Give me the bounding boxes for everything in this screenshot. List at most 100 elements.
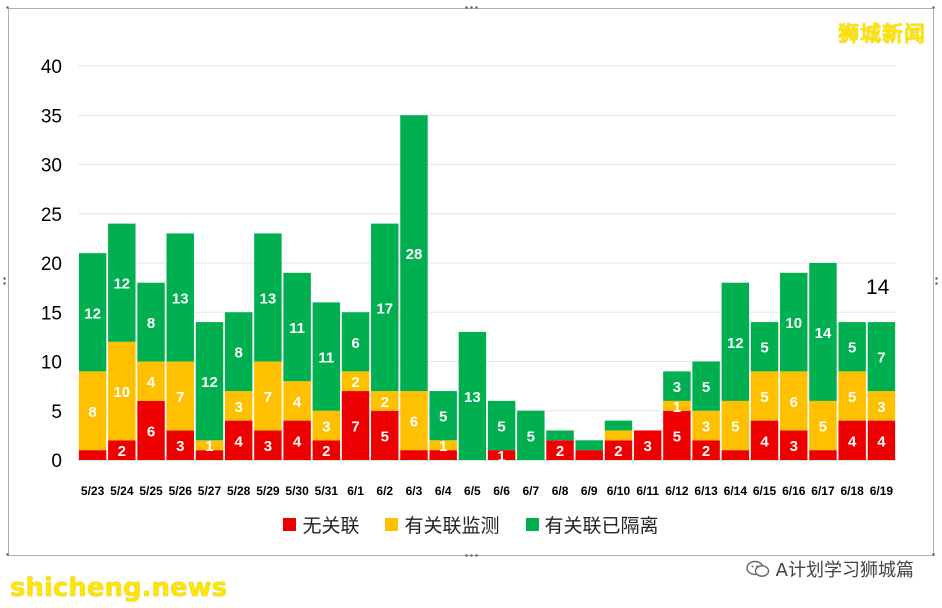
data-label-6/12-s3: 3 <box>673 379 681 396</box>
bar-6/14-s3 <box>721 282 750 401</box>
bar-5/25-s2 <box>137 361 165 401</box>
data-label-5/28-s2: 3 <box>235 399 243 416</box>
bar-6/8-s1 <box>546 440 574 460</box>
data-label-6/4-s2: 1 <box>439 438 447 455</box>
data-label-6/5-s3: 13 <box>464 389 481 406</box>
legend-swatch-s3 <box>525 518 539 531</box>
bar-6/6-s1 <box>487 450 516 460</box>
resize-handle-left[interactable] <box>2 276 7 286</box>
data-label-6/2-s1: 5 <box>381 428 389 445</box>
bar-6/16-s3 <box>780 272 808 372</box>
x-tick-label-6/11: 6/11 <box>636 484 659 498</box>
wechat-icon <box>745 560 769 577</box>
data-label-6/16-s3: 10 <box>785 315 802 332</box>
x-tick-label-6/14: 6/14 <box>724 484 748 498</box>
x-tick-label-6/15: 6/15 <box>753 484 777 498</box>
x-tick-label-6/7: 6/7 <box>522 484 539 498</box>
y-tick-label-5: 5 <box>51 402 62 423</box>
bar-6/10-s1 <box>604 440 633 460</box>
data-label-6/17-s2: 5 <box>819 419 827 436</box>
bar-6/12-s1 <box>663 410 691 460</box>
bar-5/30-s1 <box>283 420 311 460</box>
data-label-6/6-s3: 5 <box>497 419 505 436</box>
x-tick-label-6/4: 6/4 <box>435 484 452 498</box>
data-label-5/30-s3: 11 <box>289 320 305 337</box>
bar-6/18-s3 <box>838 322 866 372</box>
data-label-5/24-s2: 10 <box>113 384 130 401</box>
bar-6/16-s2 <box>780 371 808 431</box>
data-label-5/25-s2: 4 <box>147 374 156 391</box>
y-tick-label-35: 35 <box>41 106 62 127</box>
bar-6/3-s3 <box>400 115 428 392</box>
data-label-5/23-s3: 12 <box>84 305 101 322</box>
bar-6/6-s3 <box>487 400 516 451</box>
resize-handle-bottom[interactable] <box>464 553 478 558</box>
data-label-6/6-s1: 1 <box>497 448 505 465</box>
x-tick-label-6/6: 6/6 <box>493 484 510 498</box>
resize-handle-top-left[interactable] <box>5 5 10 10</box>
x-tick-label-5/23: 5/23 <box>81 484 105 498</box>
data-label-6/10-s1: 2 <box>614 443 622 460</box>
chart-legend: 无关联 有关联监测 有关联已隔离 <box>0 511 942 538</box>
data-label-6/15-s1: 4 <box>760 433 769 450</box>
legend-item-s2: 有关联监测 <box>385 511 500 538</box>
bar-6/15-s1 <box>750 420 779 460</box>
x-tick-label-6/19: 6/19 <box>870 484 894 498</box>
x-tick-label-5/24: 5/24 <box>110 484 134 498</box>
bar-5/29-s1 <box>254 430 282 460</box>
bar-6/5-s3 <box>458 331 487 460</box>
bar-6/1-s3 <box>341 312 370 372</box>
x-tick-label-5/25: 5/25 <box>139 484 163 498</box>
data-label-5/31-s1: 2 <box>322 443 330 460</box>
bar-6/4-s2 <box>429 440 457 451</box>
bar-6/19-s2 <box>867 391 896 421</box>
x-tick-label-6/13: 6/13 <box>694 484 718 498</box>
x-tick-label-6/1: 6/1 <box>347 484 364 498</box>
bar-6/18-s1 <box>838 420 866 460</box>
bar-6/3-s1 <box>400 450 428 460</box>
x-tick-label-5/28: 5/28 <box>227 484 251 498</box>
bar-5/25-s3 <box>137 282 165 362</box>
bar-6/12-s3 <box>663 371 691 401</box>
data-label-6/19-s3: 7 <box>877 350 885 367</box>
bar-6/2-s3 <box>371 223 399 392</box>
data-label-5/29-s1: 3 <box>264 438 272 455</box>
resize-handle-top-right[interactable] <box>931 5 936 10</box>
bar-5/25-s1 <box>137 400 165 460</box>
data-label-5/29-s3: 13 <box>260 290 277 307</box>
data-label-6/4-s3: 5 <box>439 409 447 426</box>
x-tick-label-5/30: 5/30 <box>285 484 309 498</box>
bar-5/30-s2 <box>283 381 311 421</box>
data-label-5/25-s1: 6 <box>147 423 155 440</box>
resize-handle-bottom-right[interactable] <box>931 552 936 557</box>
data-label-5/24-s1: 2 <box>118 443 126 460</box>
resize-handle-right[interactable] <box>934 276 939 286</box>
bar-6/10-s2 <box>604 430 633 441</box>
data-label-5/26-s2: 7 <box>176 389 184 406</box>
x-tick-label-5/26: 5/26 <box>169 484 193 498</box>
resize-handle-top[interactable] <box>464 5 478 10</box>
bar-5/26-s1 <box>166 430 194 460</box>
data-label-5/27-s3: 12 <box>201 374 218 391</box>
bar-5/24-s3 <box>108 223 136 342</box>
data-label-6/15-s2: 5 <box>760 389 768 406</box>
bar-6/17-s3 <box>809 263 837 401</box>
data-label-5/28-s1: 4 <box>235 433 244 450</box>
watermark-right-label: A计划学习狮城篇 <box>775 560 914 581</box>
data-label-5/31-s2: 3 <box>322 419 330 436</box>
bar-6/17-s1 <box>809 450 837 460</box>
bar-5/31-s2 <box>312 410 341 441</box>
data-label-6/7-s3: 5 <box>527 428 535 445</box>
y-tick-label-0: 0 <box>51 451 62 472</box>
data-label-5/30-s1: 4 <box>293 433 302 450</box>
x-tick-label-5/31: 5/31 <box>315 484 339 498</box>
bar-6/17-s2 <box>809 400 837 451</box>
resize-handle-bottom-left[interactable] <box>5 552 10 557</box>
data-label-6/14-s2: 5 <box>731 419 739 436</box>
data-label-5/26-s1: 3 <box>176 438 184 455</box>
data-label-6/1-s2: 2 <box>351 374 359 391</box>
data-label-6/18-s2: 5 <box>848 389 856 406</box>
data-label-6/12-s2: 1 <box>673 399 681 416</box>
x-tick-label-5/27: 5/27 <box>198 484 222 498</box>
bar-5/28-s1 <box>224 420 253 460</box>
